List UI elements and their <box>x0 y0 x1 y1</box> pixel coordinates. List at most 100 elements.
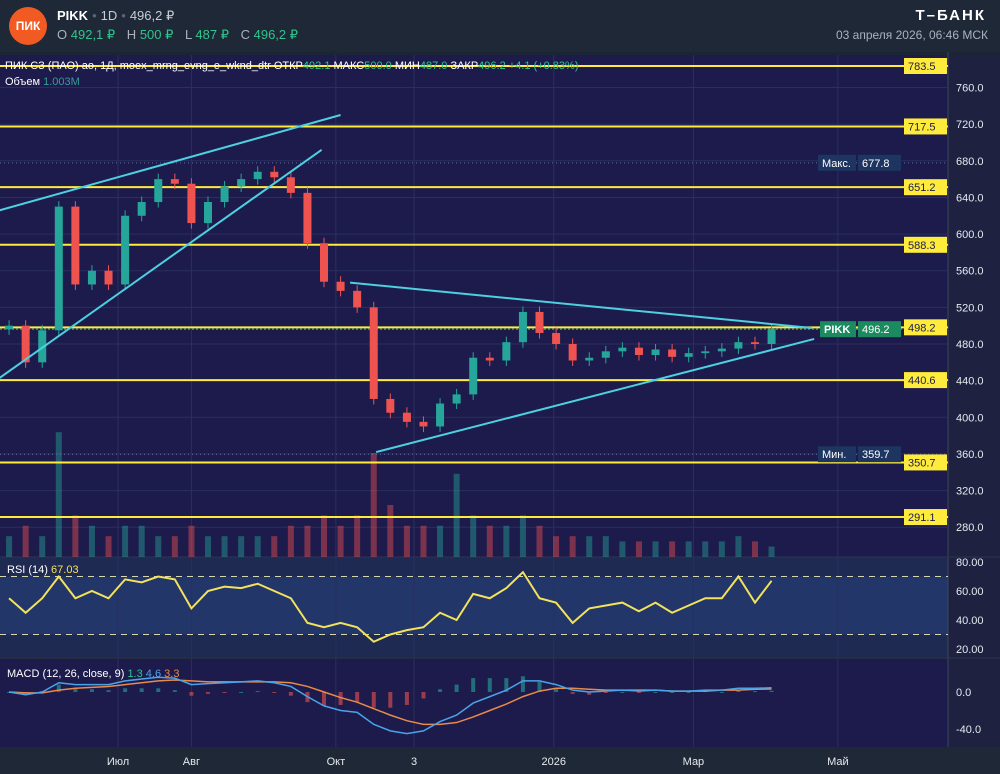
volume-bar <box>569 536 576 557</box>
macd-histogram-bar <box>371 692 376 708</box>
price-tick-label: 360.0 <box>956 449 984 461</box>
volume-bar <box>72 515 79 557</box>
macd-histogram-bar <box>156 688 161 692</box>
rsi-line <box>8 570 773 643</box>
x-tick-label: Май <box>827 756 849 768</box>
x-tick-label: 2026 <box>541 756 565 768</box>
candle-body <box>187 183 196 224</box>
level-price-label-bg <box>904 372 947 389</box>
candle-body <box>270 171 279 178</box>
rsi-tick-label: 40.00 <box>956 615 984 627</box>
rsi-band <box>0 576 948 635</box>
volume-bar <box>619 541 626 557</box>
volume-bar <box>735 536 742 557</box>
last-price: 496,2 ₽ <box>129 8 175 23</box>
rsi-tick-label: 80.00 <box>956 557 984 569</box>
min-price-label-bg <box>858 446 901 463</box>
x-tick-label: Июл <box>107 756 129 768</box>
macd-line <box>8 676 772 735</box>
volume-bar <box>370 453 377 557</box>
volume-bar <box>635 541 642 557</box>
level-price-label: 588.3 <box>908 240 936 252</box>
volume-bar <box>287 525 294 557</box>
volume-bar <box>39 536 46 557</box>
volume-bar <box>768 546 775 557</box>
legend-open-label: ОТКР <box>273 60 303 72</box>
level-price-label: 440.6 <box>908 375 936 387</box>
macd-histogram-bar <box>222 692 227 693</box>
macd-histogram-bar <box>239 692 244 693</box>
candle-body <box>701 351 710 354</box>
volume-bar <box>519 515 526 557</box>
candle-body <box>535 311 544 334</box>
current-price-label: 496.2 <box>862 324 890 336</box>
x-tick-label: Авг <box>183 756 200 768</box>
price-tick-label: 440.0 <box>956 376 984 388</box>
volume-value: 1.003M <box>43 76 80 88</box>
macd-histogram-bar <box>719 692 724 693</box>
candle-body <box>87 270 96 285</box>
volume-bar <box>138 525 145 557</box>
volume-bar <box>22 525 29 557</box>
ticker-symbol[interactable]: PIKK <box>57 8 89 23</box>
candle-body <box>220 186 229 203</box>
candle-body <box>469 357 478 395</box>
max-price-label: 677.8 <box>862 158 890 170</box>
min-tag-bg <box>818 446 856 463</box>
trend-line <box>0 114 341 212</box>
candle-body <box>5 325 14 330</box>
macd-histogram-bar <box>89 689 94 692</box>
candle-body <box>734 342 743 349</box>
volume-bar <box>105 536 112 557</box>
candle-body <box>668 349 677 357</box>
candle-body <box>568 344 577 361</box>
price-tick-label: 720.0 <box>956 119 984 131</box>
volume-bar <box>122 525 129 557</box>
macd-histogram-bar <box>736 690 741 692</box>
max-price-label-bg <box>858 154 901 171</box>
candle-body <box>286 177 295 193</box>
price-tick-label: 520.0 <box>956 302 984 314</box>
level-price-label-bg <box>904 319 947 336</box>
legend-close-label: ЗАКР <box>450 60 479 72</box>
candle-body <box>170 179 179 184</box>
volume-bar <box>337 525 344 557</box>
macd-histogram-bar <box>172 690 177 692</box>
price-tick-label: 280.0 <box>956 522 984 534</box>
trend-line <box>0 148 323 379</box>
candle-body <box>104 270 113 285</box>
candle-body <box>485 357 494 361</box>
brand-logo: Т–БАНК <box>915 7 986 24</box>
trend-line <box>349 281 812 329</box>
volume-bar <box>602 536 609 557</box>
volume-bar <box>420 525 427 557</box>
interval[interactable]: 1D <box>100 8 118 23</box>
volume-bar <box>171 536 178 557</box>
macd-histogram-bar <box>388 692 393 708</box>
legend-high-label: МАКС <box>333 60 365 72</box>
level-price-label: 291.1 <box>908 512 936 524</box>
low-key: L <box>185 27 192 42</box>
candle-body <box>353 290 362 308</box>
macd-histogram-bar <box>139 688 144 692</box>
ticker-line: PIKK • 1D • 496,2 ₽ <box>57 8 174 24</box>
level-price-label: 651.2 <box>908 182 936 194</box>
volume-bar <box>702 541 709 557</box>
candle-body <box>518 311 527 343</box>
separator-dot: • <box>92 8 97 23</box>
price-chart[interactable]: Июл Авг Окт 3 2026 Мар Май 760.0 720.0 680.0 640.0… <box>0 52 1000 774</box>
separator-dot: • <box>121 8 126 23</box>
macd-histogram-bar <box>620 692 625 693</box>
volume-bar <box>254 536 261 557</box>
candle-body <box>71 206 80 285</box>
macd-histogram-bar <box>106 690 111 692</box>
macd-label: MACD (12, 26, close, 9) <box>7 668 125 680</box>
macd-histogram-bar <box>554 688 559 692</box>
volume-bar <box>387 505 394 557</box>
price-tick-label: 320.0 <box>956 486 984 498</box>
candle-body <box>369 307 378 399</box>
candle-body <box>601 351 610 358</box>
volume-bar <box>437 525 444 557</box>
volume-bar <box>718 541 725 557</box>
macd-histogram-bar <box>487 678 492 692</box>
